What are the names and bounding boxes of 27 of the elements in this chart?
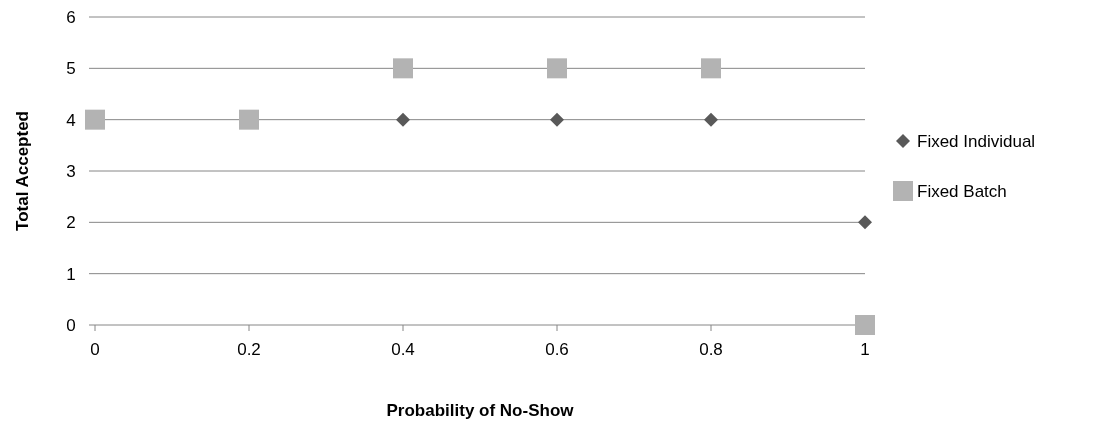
y-tick-label: 6 bbox=[66, 8, 76, 27]
y-tick-label: 2 bbox=[66, 213, 76, 233]
y-tick-label: 3 bbox=[66, 162, 76, 181]
y-tick-label: 4 bbox=[66, 110, 76, 130]
x-axis-title: Probability of No-Show bbox=[386, 401, 575, 420]
x-tick-label: 0.2 bbox=[237, 340, 261, 359]
point bbox=[85, 109, 105, 130]
point bbox=[704, 112, 718, 127]
x-tick-label: 0.4 bbox=[391, 340, 415, 359]
point bbox=[858, 215, 872, 230]
legend-label: Fixed Individual bbox=[917, 132, 1036, 151]
point bbox=[396, 112, 410, 127]
point bbox=[855, 315, 875, 335]
point bbox=[239, 109, 259, 130]
y-tick-label: 5 bbox=[66, 59, 76, 79]
y-tick-label: 0 bbox=[66, 316, 76, 335]
point bbox=[550, 112, 564, 127]
x-tick-label: 0 bbox=[90, 340, 100, 359]
x-tick-label: 0.6 bbox=[545, 340, 569, 359]
point bbox=[393, 58, 413, 79]
y-axis-title: Total Accepted bbox=[13, 111, 32, 231]
point bbox=[547, 58, 567, 79]
y-tick-label: 1 bbox=[66, 264, 76, 284]
x-tick-label: 0.8 bbox=[699, 340, 723, 359]
legend-label: Fixed Batch bbox=[917, 182, 1007, 201]
x-tick-label: 1 bbox=[860, 340, 870, 359]
point bbox=[701, 58, 721, 79]
